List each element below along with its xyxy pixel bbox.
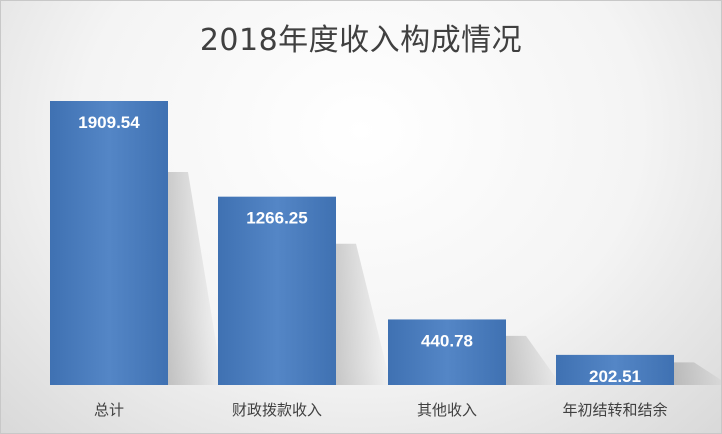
data-label-0: 1909.54 [78, 113, 140, 132]
bar-shadow [168, 172, 223, 385]
bar-2 [388, 319, 506, 385]
category-label-3: 年初结转和结余 [562, 401, 667, 419]
category-label-2: 其他收入 [417, 401, 477, 419]
bar-3 [556, 354, 674, 385]
bar-shadow [674, 362, 721, 385]
category-label-1: 财政拨款收入 [232, 401, 322, 419]
chart-title: 2018年度收入构成情况 [199, 23, 523, 58]
data-label-2: 440.78 [421, 331, 473, 350]
bar-shadow [336, 243, 391, 385]
bar-0 [50, 101, 168, 385]
bar-1 [218, 196, 336, 385]
category-label-0: 总计 [94, 401, 124, 419]
data-label-1: 1266.25 [246, 209, 307, 228]
bar-shadow [506, 335, 561, 385]
data-label-3: 202.51 [589, 367, 641, 386]
